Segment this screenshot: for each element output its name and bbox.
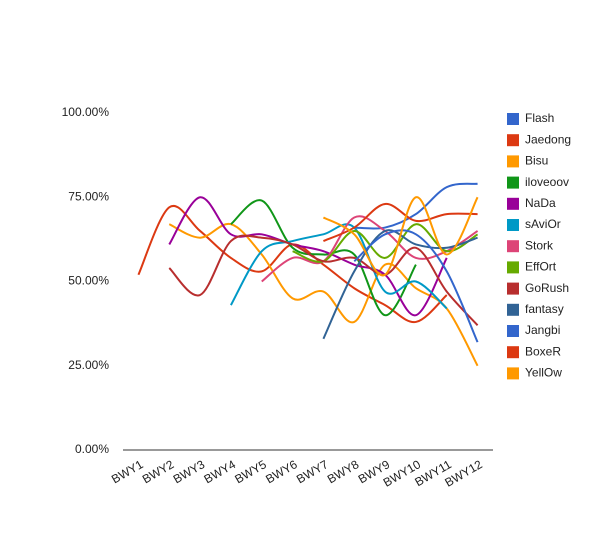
legend-swatch (507, 240, 519, 253)
legend-swatch (507, 325, 519, 337)
series-line (354, 182, 478, 230)
legend-label: fantasy (525, 302, 564, 316)
x-tick-label: BWY6 (263, 457, 300, 486)
legend-label: BoxeR (525, 344, 561, 358)
x-tick-label: BWY5 (232, 457, 269, 486)
series-line (323, 202, 478, 242)
legend-label: NaDa (525, 196, 556, 210)
series-line (230, 199, 417, 317)
legend-label: Jaedong (525, 132, 571, 146)
y-tick-label: 50.00% (68, 274, 109, 288)
legend-swatch (507, 155, 519, 168)
series-line (322, 196, 479, 277)
y-tick-label: 25.00% (68, 358, 109, 372)
legend-label: Flash (525, 111, 554, 125)
y-tick-label: 100.00% (62, 105, 110, 119)
x-tick-label: BWY3 (171, 457, 208, 486)
legend-swatch (507, 346, 519, 359)
y-tick-label: 0.00% (75, 442, 109, 456)
legend-label: EffOrt (525, 260, 557, 274)
legend-label: GoRush (525, 281, 569, 295)
legend-label: Bisu (525, 154, 548, 168)
legend-swatch (507, 261, 519, 274)
legend-swatch (507, 219, 519, 231)
legend-swatch (507, 282, 519, 295)
legend-swatch (507, 134, 519, 147)
x-tick-label: BWY7 (294, 457, 331, 486)
legend-label: sAviOr (525, 217, 561, 231)
legend-swatch (507, 176, 519, 189)
series-line (168, 196, 448, 317)
legend-label: iloveoov (525, 175, 569, 189)
legend-label: Jangbi (525, 323, 560, 337)
legend-swatch (507, 367, 519, 380)
legend-swatch (507, 303, 519, 316)
legend-label: YellOw (525, 366, 562, 380)
y-tick-label: 75.00% (68, 189, 109, 203)
legend-swatch (507, 197, 519, 210)
series-line (322, 229, 478, 340)
series-line (353, 229, 479, 343)
series-line (168, 234, 479, 326)
legend-swatch (507, 113, 519, 125)
x-tick-label: BWY2 (140, 457, 177, 486)
x-tick-label: BWY1 (109, 457, 146, 486)
x-tick-label: BWY8 (325, 457, 362, 486)
legend-label: Stork (525, 238, 554, 252)
x-tick-label: BWY4 (202, 457, 239, 486)
